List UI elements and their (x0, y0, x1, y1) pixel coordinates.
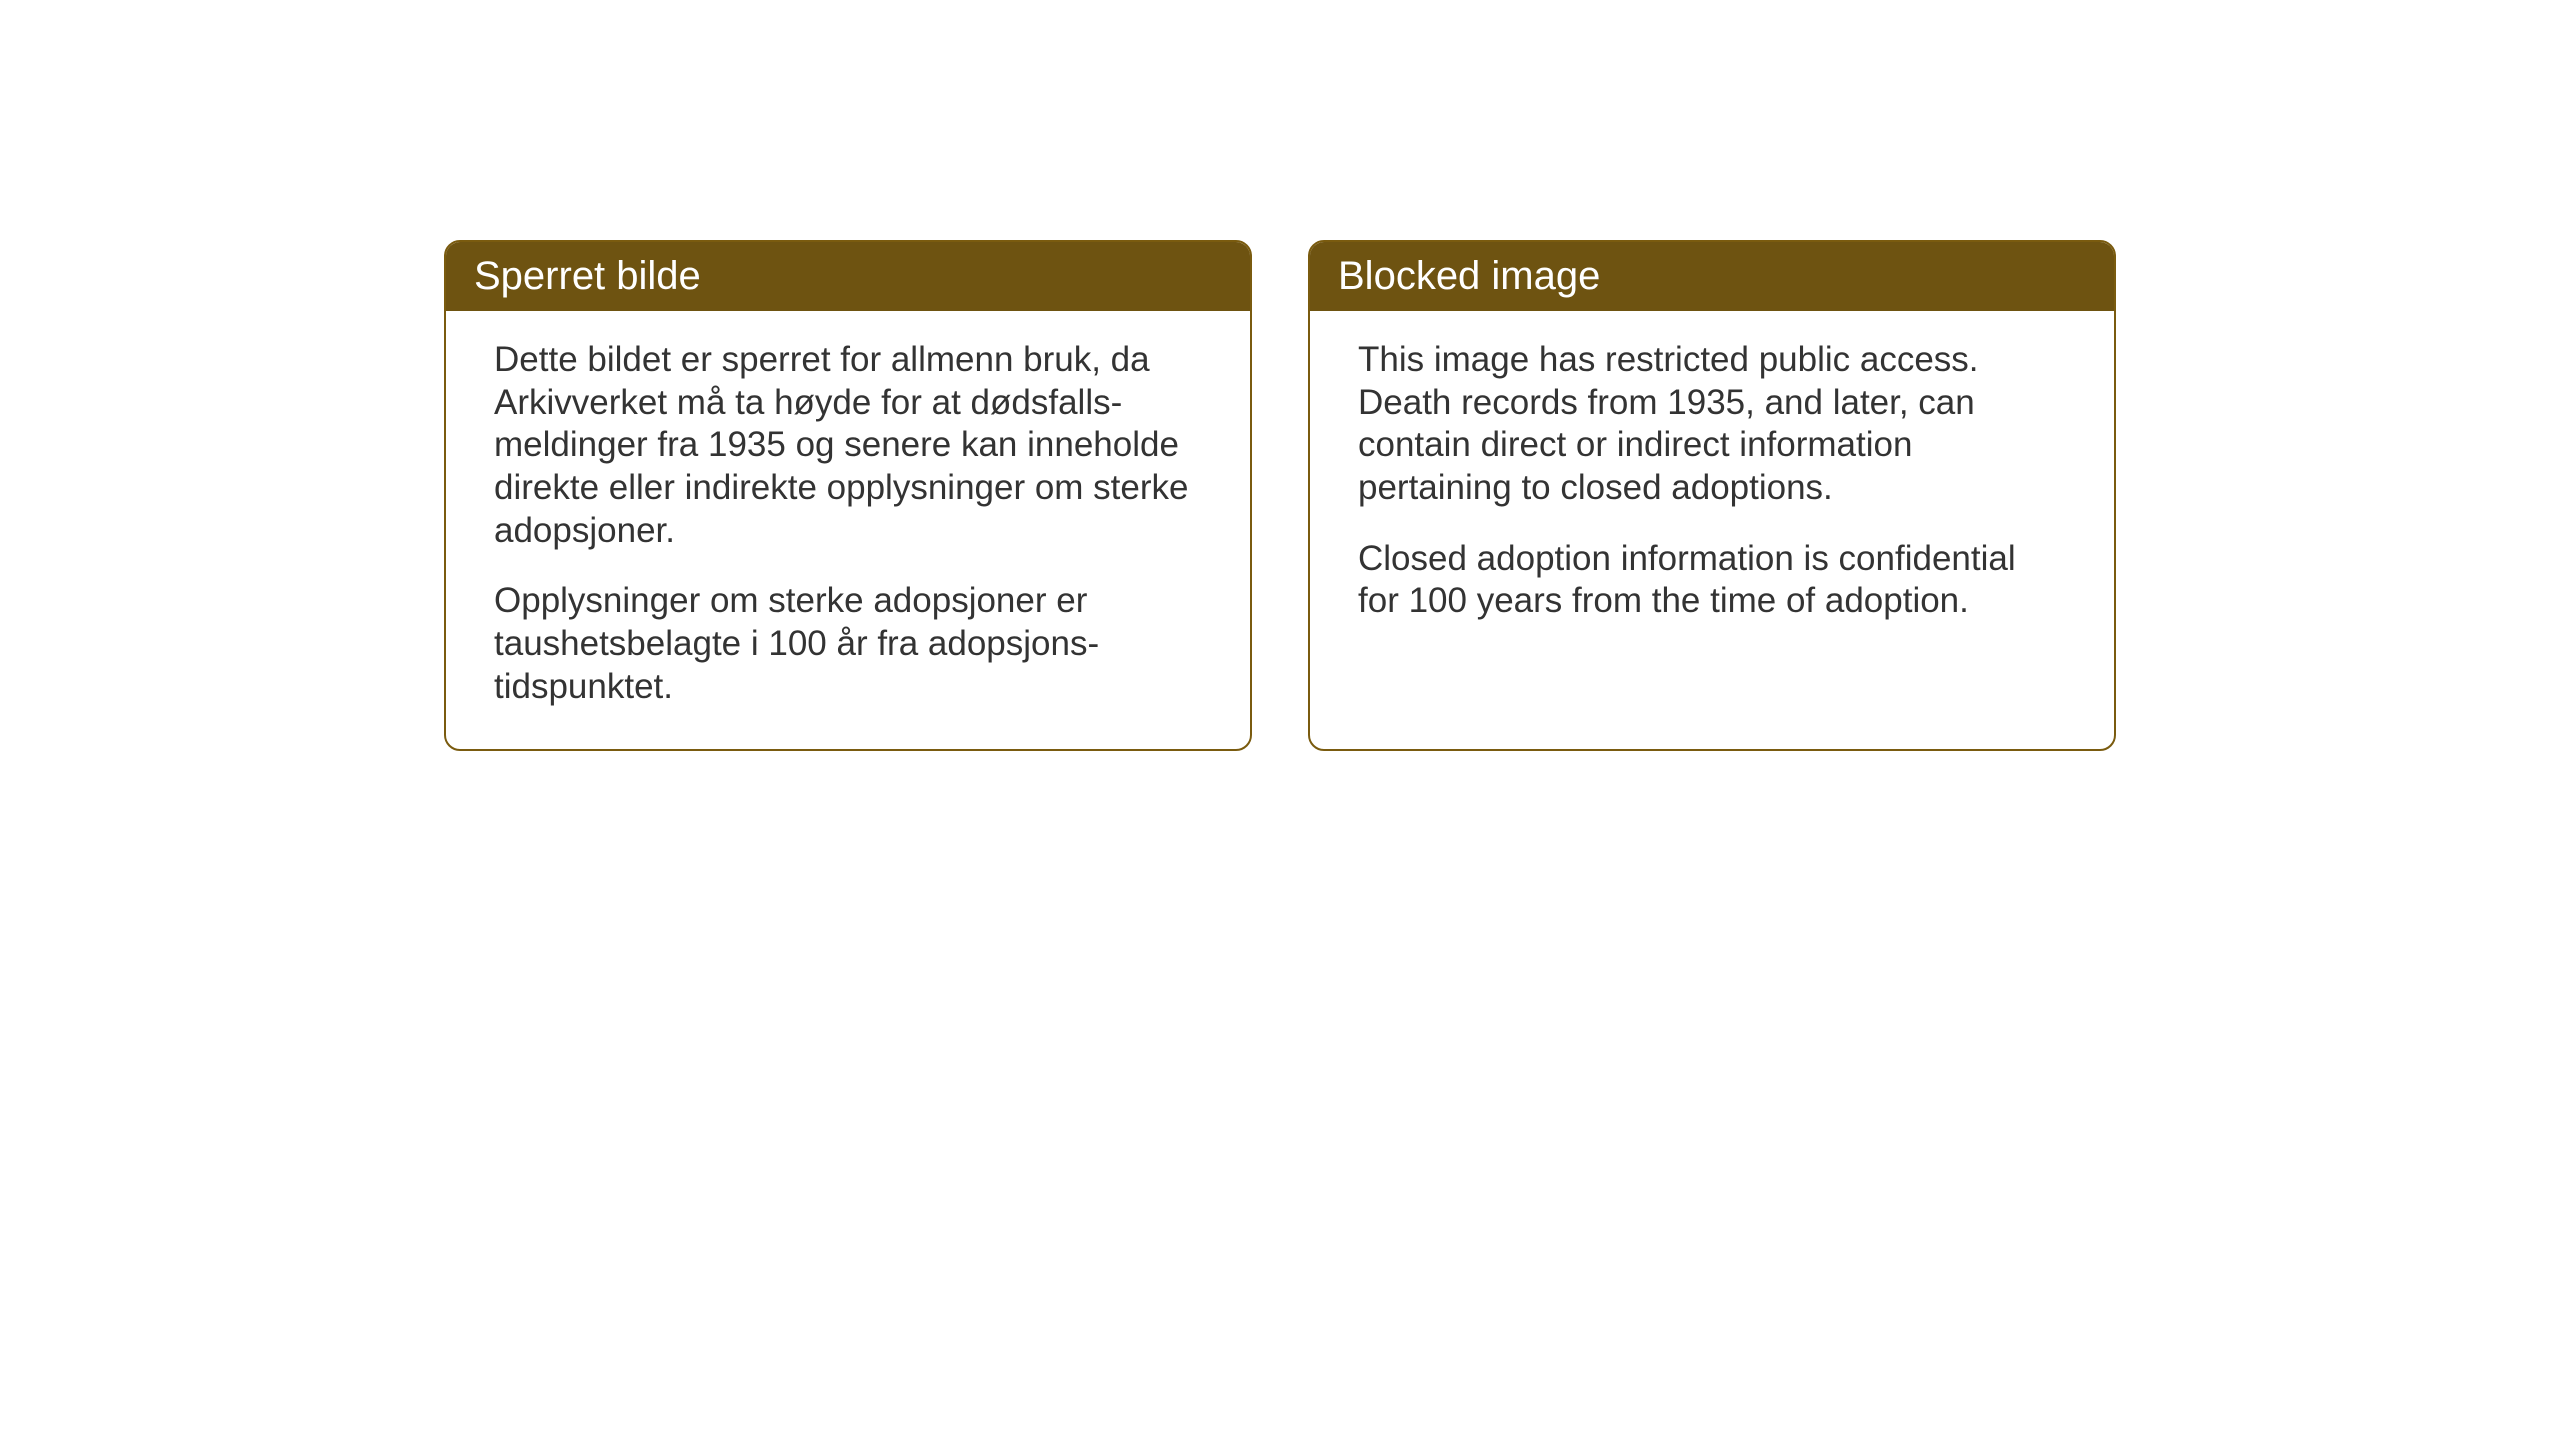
card-header-norwegian: Sperret bilde (446, 242, 1250, 311)
card-body-english: This image has restricted public access.… (1310, 311, 2114, 663)
paragraph-2-english: Closed adoption information is confident… (1358, 538, 2066, 623)
card-title-english: Blocked image (1338, 254, 1600, 298)
card-header-english: Blocked image (1310, 242, 2114, 311)
paragraph-1-english: This image has restricted public access.… (1358, 339, 2066, 510)
paragraph-1-norwegian: Dette bildet er sperret for allmenn bruk… (494, 339, 1202, 552)
notice-card-norwegian: Sperret bilde Dette bildet er sperret fo… (444, 240, 1252, 751)
notice-container: Sperret bilde Dette bildet er sperret fo… (444, 240, 2116, 751)
card-body-norwegian: Dette bildet er sperret for allmenn bruk… (446, 311, 1250, 749)
paragraph-2-norwegian: Opplysninger om sterke adopsjoner er tau… (494, 580, 1202, 708)
card-title-norwegian: Sperret bilde (474, 254, 701, 298)
notice-card-english: Blocked image This image has restricted … (1308, 240, 2116, 751)
